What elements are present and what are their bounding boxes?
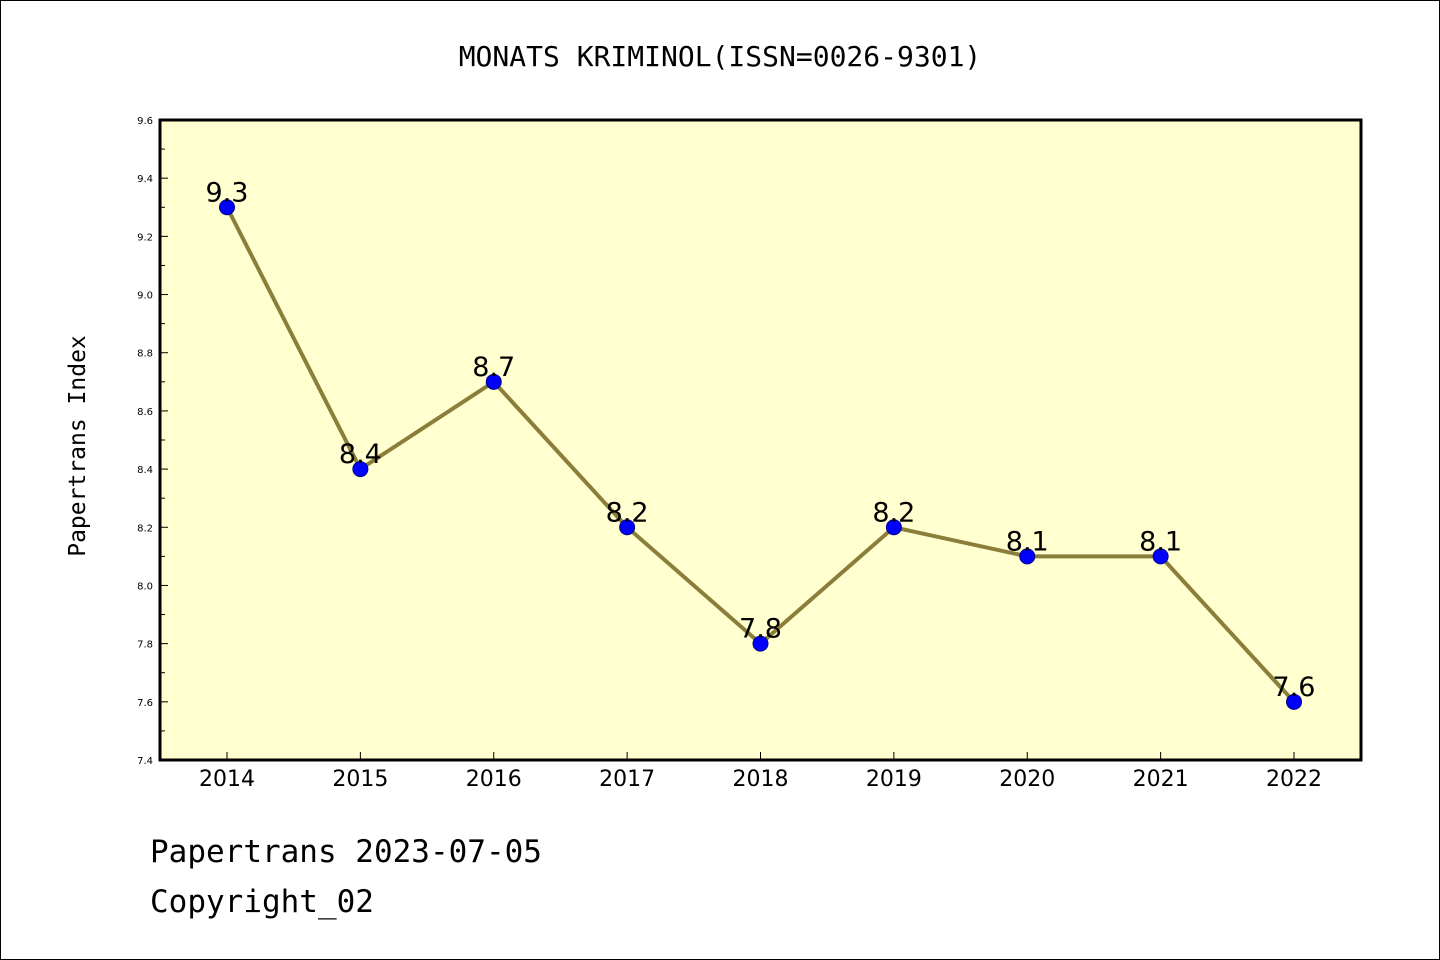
y-tick-label: 8.2: [137, 523, 153, 534]
data-point: [1152, 548, 1169, 565]
y-tick-label: 8.8: [137, 349, 153, 360]
data-point: [619, 519, 636, 536]
x-tick-label: 2017: [599, 767, 655, 792]
y-tick-label: 9.4: [137, 174, 153, 185]
data-point: [752, 635, 769, 652]
series-layer: 9.3 8.4 8.7 8.2 7.8 8.2 8.1 8.1 7.6: [206, 177, 1316, 710]
chart-title: MONATS KRIMINOL(ISSN=0026-9301): [459, 40, 982, 73]
data-label: 8.4: [339, 439, 382, 470]
x-tick-label: 2020: [999, 767, 1055, 792]
y-tick-label: 7.4: [137, 756, 153, 767]
data-label: 7.6: [1273, 672, 1316, 703]
x-tick-label: 2014: [199, 767, 255, 792]
x-tick-label: 2018: [733, 767, 789, 792]
data-point: [219, 199, 235, 216]
data-label: 8.2: [606, 497, 649, 528]
y-tick-label: 8.6: [137, 407, 153, 418]
data-label: 8.7: [472, 352, 515, 383]
x-axis-ticks: 2014 2015 2016 2017 2018 2019 2020 2021 2022: [199, 752, 1322, 792]
data-label: 8.1: [1006, 526, 1049, 557]
data-label: 8.1: [1139, 526, 1182, 557]
y-tick-label: 7.6: [137, 698, 153, 709]
x-tick-label: 2015: [332, 767, 388, 792]
y-tick-label: 8.0: [137, 581, 153, 592]
y-tick-label: 7.8: [137, 640, 153, 651]
data-point: [485, 373, 502, 390]
x-tick-label: 2019: [866, 767, 922, 792]
data-label: 9.3: [206, 177, 249, 208]
y-tick-label: 9.0: [137, 291, 153, 302]
footer-date: Papertrans 2023-07-05: [150, 834, 542, 870]
data-point: [1286, 693, 1302, 710]
x-tick-label: 2016: [466, 767, 522, 792]
footer-copyright: Copyright_02: [150, 884, 374, 920]
y-axis-label: Papertrans Index: [65, 335, 91, 557]
y-tick-label: 9.2: [137, 232, 153, 243]
data-point: [1019, 548, 1036, 565]
data-point: [352, 461, 369, 478]
y-axis-ticks: 7.4 7.6 7.8 8.0 8.2 8.4 8.6 8.8 9.0 9.2 9.4 9.6: [137, 116, 168, 767]
y-tick-label: 8.4: [137, 465, 153, 476]
data-point: [885, 519, 902, 536]
plot-area: [158, 118, 1363, 762]
x-tick-label: 2021: [1133, 767, 1189, 792]
y-tick-label: 9.6: [137, 116, 153, 127]
x-tick-label: 2022: [1266, 767, 1322, 792]
data-label: 8.2: [872, 497, 915, 528]
data-label: 7.8: [739, 614, 782, 645]
